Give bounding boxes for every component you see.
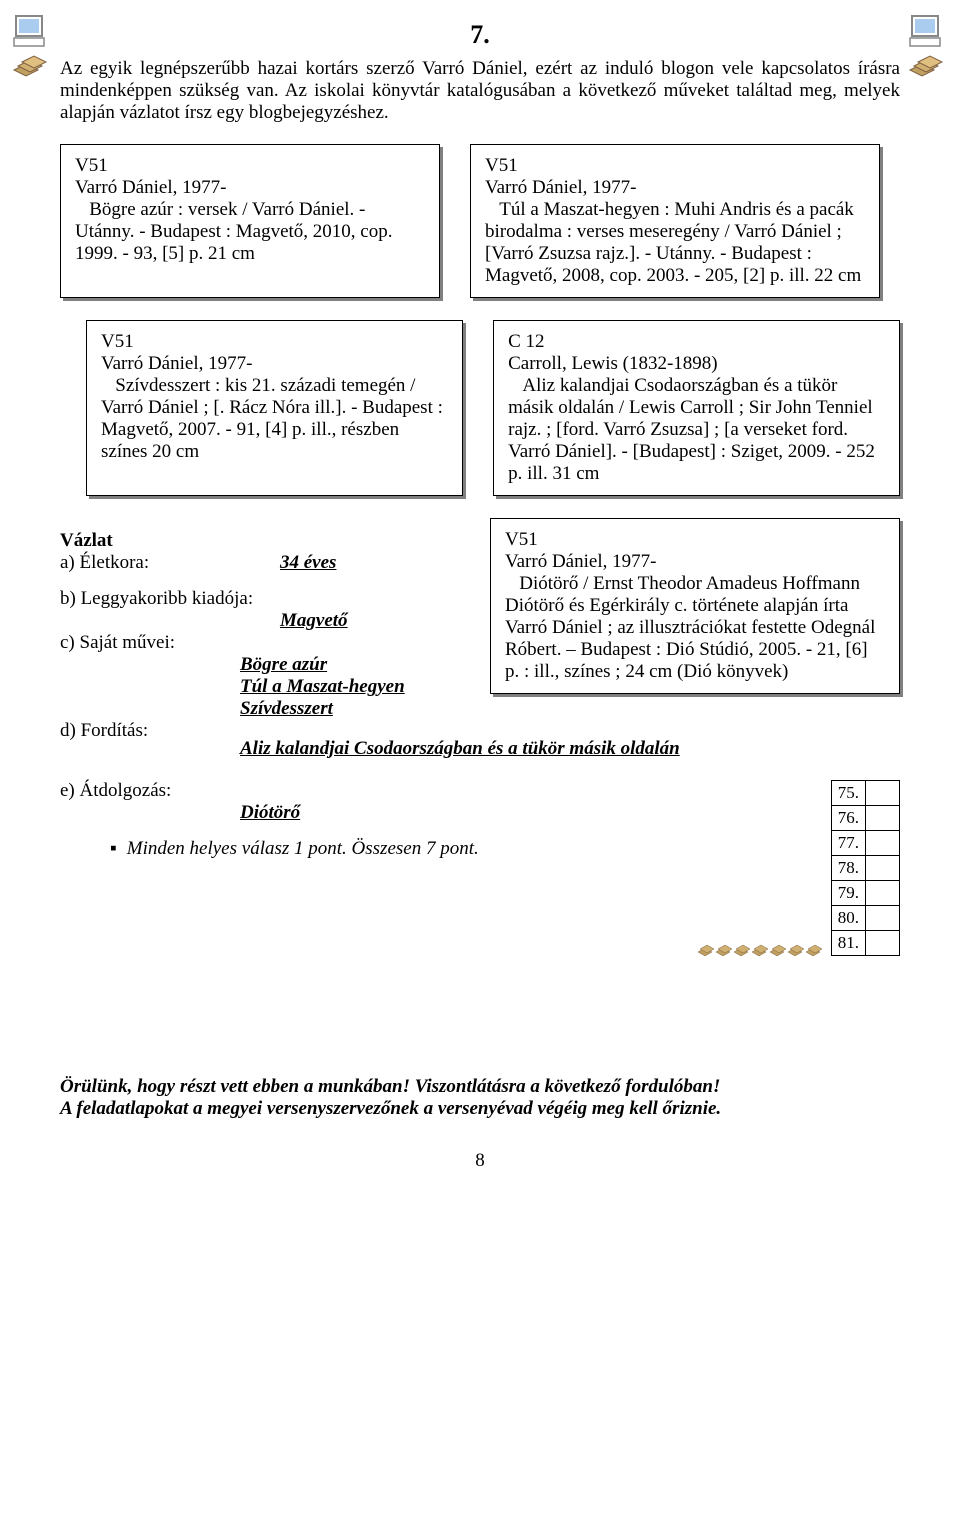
catalog-card-4: C 12 Carroll, Lewis (1832-1898) Aliz kal…: [493, 320, 900, 496]
score-section: e) Átdolgozás: Diótörő ▪ Minden helyes v…: [60, 780, 900, 956]
card-author: Varró Dániel, 1977-: [505, 551, 885, 573]
table-row: 81.: [831, 931, 899, 956]
closing-text-2: A feladatlapokat a megyei versenyszervez…: [60, 1098, 900, 1120]
card-author: Carroll, Lewis (1832-1898): [508, 353, 885, 375]
page-number-bottom: 8: [60, 1150, 900, 1172]
label-a: a) Életkora:: [60, 552, 280, 574]
books-mini-icon: [769, 940, 789, 956]
closing-text-1: Örülünk, hogy részt vett ebben a munkába…: [60, 1076, 900, 1098]
table-row: 75.: [831, 781, 899, 806]
score-cell: 81.: [831, 931, 865, 956]
catalog-card-2: V51 Varró Dániel, 1977- Túl a Maszat-heg…: [470, 144, 880, 298]
value-a: 34 éves: [280, 552, 336, 574]
catalog-card-3: V51 Varró Dániel, 1977- Szívdesszert : k…: [86, 320, 463, 496]
books-mini-icon: [787, 940, 807, 956]
books-icon: [908, 50, 948, 78]
card-body: Aliz kalandjai Csodaországban és a tükör…: [508, 375, 885, 485]
score-cell: 76.: [831, 806, 865, 831]
card-author: Varró Dániel, 1977-: [75, 177, 425, 199]
card-body: Túl a Maszat-hegyen : Muhi Andris és a p…: [485, 199, 865, 287]
card-body: Bögre azúr : versek / Varró Dániel. - Ut…: [75, 199, 425, 265]
card-code: V51: [101, 331, 448, 353]
score-blank: [866, 806, 900, 831]
table-row: 80.: [831, 906, 899, 931]
score-blank: [866, 881, 900, 906]
catalog-card-1: V51 Varró Dániel, 1977- Bögre azúr : ver…: [60, 144, 440, 298]
table-row: 78.: [831, 856, 899, 881]
score-blank: [866, 931, 900, 956]
right-corner: [908, 14, 948, 78]
vazlat-row: Vázlat a) Életkora: 34 éves b) Leggyakor…: [60, 518, 900, 742]
scoring-text: Minden helyes válasz 1 pont. Összesen 7 …: [127, 838, 479, 860]
card-body: Szívdesszert : kis 21. századi temegén /…: [101, 375, 448, 463]
value-e: Diótörő: [240, 802, 479, 824]
score-blank: [866, 856, 900, 881]
score-cell: 79.: [831, 881, 865, 906]
scoring-note: ▪ Minden helyes válasz 1 pont. Összesen …: [110, 838, 479, 860]
table-row: 79.: [831, 881, 899, 906]
score-cell: 80.: [831, 906, 865, 931]
table-row: 76.: [831, 806, 899, 831]
card-row-1: V51 Varró Dániel, 1977- Bögre azúr : ver…: [60, 144, 900, 298]
value-c2: Túl a Maszat-hegyen: [240, 676, 460, 698]
card-author: Varró Dániel, 1977-: [485, 177, 865, 199]
computer-icon: [908, 14, 948, 48]
score-cell: 75.: [831, 781, 865, 806]
score-table: 75. 76. 77. 78. 79. 80. 81.: [831, 780, 900, 956]
value-c1: Bögre azúr: [240, 654, 460, 676]
card-code: V51: [505, 529, 885, 551]
computer-icon: [12, 14, 52, 48]
score-cell: 77.: [831, 831, 865, 856]
table-row: 77.: [831, 831, 899, 856]
score-cell: 78.: [831, 856, 865, 881]
bullet-icon: ▪: [110, 838, 117, 860]
card-author: Varró Dániel, 1977-: [101, 353, 448, 375]
label-c: c) Saját művei:: [60, 632, 460, 654]
score-blank: [866, 906, 900, 931]
value-c3: Szívdesszert: [240, 698, 460, 720]
card-row-2: V51 Varró Dániel, 1977- Szívdesszert : k…: [86, 320, 900, 496]
vazlat-title: Vázlat: [60, 530, 460, 552]
books-mini-icon: [805, 940, 825, 956]
books-mini-icon: [733, 940, 753, 956]
card-code: V51: [485, 155, 865, 177]
card-body: Diótörő / Ernst Theodor Amadeus Hoffmann…: [505, 573, 885, 683]
left-corner: [12, 14, 52, 78]
books-mini-icon: [697, 940, 717, 956]
value-d: Aliz kalandjai Csodaországban és a tükör…: [240, 738, 900, 760]
score-blank: [866, 831, 900, 856]
card-code: V51: [75, 155, 425, 177]
books-strip: [697, 940, 823, 956]
books-icon: [12, 50, 52, 78]
card-code: C 12: [508, 331, 885, 353]
vazlat-block: Vázlat a) Életkora: 34 éves b) Leggyakor…: [60, 530, 460, 742]
books-mini-icon: [715, 940, 735, 956]
corner-icons: [12, 14, 948, 78]
score-blank: [866, 781, 900, 806]
books-mini-icon: [751, 940, 771, 956]
label-b: b) Leggyakoribb kiadója:: [60, 588, 460, 610]
value-b: Magvető: [280, 610, 460, 632]
label-e: e) Átdolgozás:: [60, 780, 479, 802]
catalog-card-5: V51 Varró Dániel, 1977- Diótörő / Ernst …: [490, 518, 900, 694]
